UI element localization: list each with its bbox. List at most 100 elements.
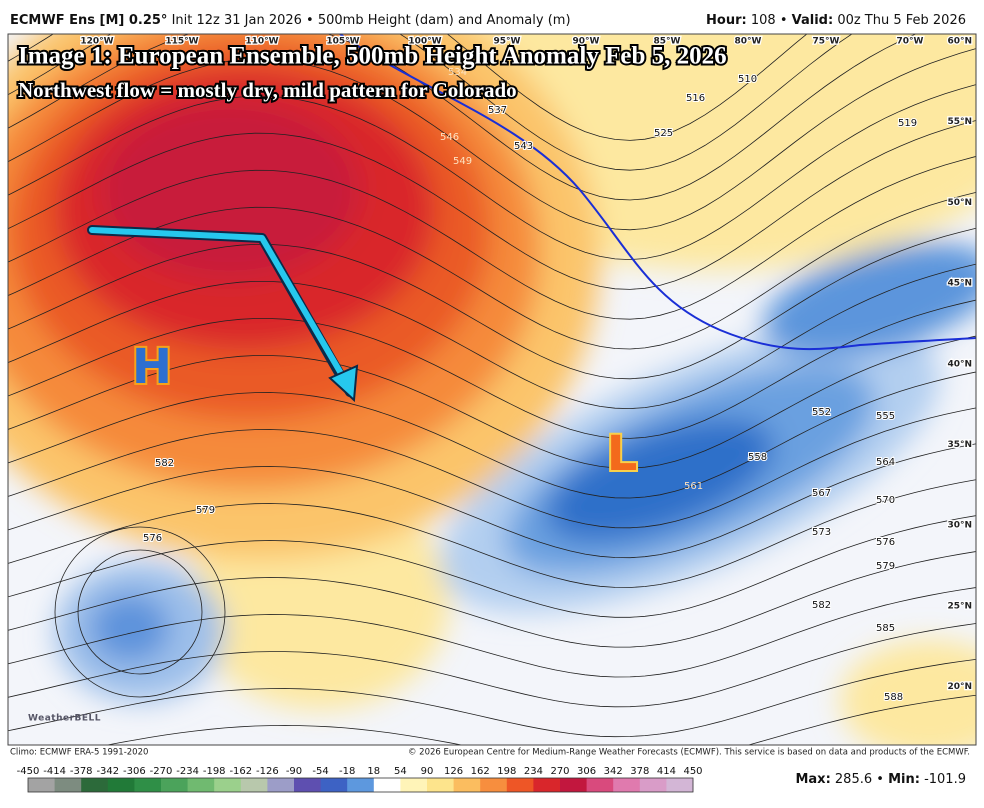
- contour-label: 525: [654, 128, 673, 139]
- colorbar-tick-label: 234: [524, 766, 543, 777]
- longitude-label: 95°W: [494, 37, 521, 47]
- height-contour: [8, 407, 976, 529]
- copyright: © 2026 European Centre for Medium-Range …: [408, 748, 970, 758]
- colorbar-swatch: [28, 778, 56, 792]
- height-contour: [8, 156, 976, 320]
- contour-label: 546: [440, 132, 459, 143]
- colorbar-tick-label: 342: [604, 766, 623, 777]
- height-contour: [8, 299, 976, 439]
- contour-label: 576: [143, 533, 162, 544]
- longitude-label: 75°W: [813, 37, 840, 47]
- height-contour: [8, 551, 976, 648]
- valid-time: 00z Thu 5 Feb 2026: [837, 13, 966, 28]
- latitude-label: 40°N: [947, 359, 972, 369]
- height-contour: [8, 227, 976, 380]
- colorbar-swatch: [187, 778, 215, 792]
- colorbar-tick-label: -162: [229, 766, 252, 777]
- hour-label: Hour:: [706, 13, 747, 28]
- colorbar-swatch: [81, 778, 109, 792]
- colorbar-swatch: [533, 778, 561, 792]
- anomaly-shading: [8, 34, 976, 745]
- contour-label: 534: [448, 67, 467, 78]
- colorbar-tick-label: 378: [630, 766, 649, 777]
- colorbar-tick-label: 198: [497, 766, 516, 777]
- longitude-label: 110°W: [245, 37, 278, 47]
- colorbar-swatch: [506, 778, 534, 792]
- colorbar-swatch: [373, 778, 401, 792]
- colorbar-swatch: [347, 778, 375, 792]
- contour-label: 582: [155, 458, 174, 469]
- contour-label: 510: [738, 74, 757, 85]
- height-contour: [8, 263, 976, 410]
- colorbar-swatch: [453, 778, 481, 792]
- colorbar-tick-label: 270: [550, 766, 569, 777]
- latitude-label: 50°N: [947, 198, 972, 208]
- min-label: Min:: [888, 772, 920, 787]
- header-valid: Hour: 108 • Valid: 00z Thu 5 Feb 2026: [706, 13, 966, 28]
- model-name: ECMWF Ens [M] 0.25°: [10, 13, 167, 28]
- colorbar-tick-label: 126: [444, 766, 463, 777]
- latitude-labels: 60°N 55°N 50°N 45°N 40°N 35°N 30°N 25°N 20°N: [946, 35, 973, 693]
- height-contour: [8, 479, 976, 588]
- height-contour: [8, 443, 976, 559]
- height-contours: [8, 34, 976, 745]
- height-contour-highlight: [339, 34, 976, 351]
- longitude-label: 105°W: [326, 37, 359, 47]
- contour-label: 579: [196, 505, 215, 516]
- contour-labels: 534 537 546 543 549 525 516 519 510 552 …: [142, 67, 918, 704]
- hour: 108: [751, 13, 776, 28]
- latitude-label: 60°N: [947, 37, 972, 47]
- colorbar-frame: [27, 777, 694, 793]
- colorbar-swatch: [294, 778, 322, 792]
- colorbar-swatch: [161, 778, 189, 792]
- colorbar-swatch: [400, 778, 428, 792]
- colorbar-swatch: [480, 778, 508, 792]
- longitude-label: 70°W: [897, 37, 924, 47]
- colorbar-swatch: [320, 778, 348, 792]
- contour-label: 552: [812, 407, 831, 418]
- low-pressure-symbol: L: [607, 426, 638, 482]
- colorbar-tick-label: -270: [150, 766, 173, 777]
- colorbar-tick-label: 450: [683, 766, 702, 777]
- flow-arrowhead: [328, 364, 359, 403]
- max-label: Max:: [795, 772, 830, 787]
- max-value: 285.6: [835, 772, 872, 787]
- colorbar-tick-label: 54: [394, 766, 407, 777]
- contour-label: 555: [876, 411, 895, 422]
- latitude-label: 35°N: [947, 440, 972, 450]
- contour-label: 570: [876, 495, 895, 506]
- climo-note: Climo: ECMWF ERA-5 1991-2020: [10, 748, 148, 758]
- contour-label: 579: [876, 561, 895, 572]
- contour-label: 576: [876, 537, 895, 548]
- height-contour: [8, 587, 976, 678]
- colorbar: -450 -414 -378 -342 -306 -270 -234 -198 -162 -126…: [17, 766, 703, 793]
- contour-label: 561: [684, 481, 703, 492]
- contour-label: 564: [876, 457, 895, 468]
- colorbar-swatch: [267, 778, 295, 792]
- colorbar-tick-label: -18: [339, 766, 355, 777]
- separator: •: [876, 772, 884, 787]
- height-contour: [8, 371, 976, 499]
- contour-label: 516: [686, 93, 705, 104]
- logo: WeatherBELL: [28, 714, 101, 724]
- longitude-label: 85°W: [654, 37, 681, 47]
- colorbar-swatch: [134, 778, 162, 792]
- height-contour: [8, 34, 808, 141]
- contour-label: 549: [453, 156, 472, 167]
- stats: Max: 285.6 • Min: -101.9: [795, 772, 966, 787]
- height-contour: [8, 623, 976, 708]
- longitude-label: 120°W: [80, 37, 113, 47]
- contour-label: 537: [488, 105, 507, 116]
- colorbar-swatch: [586, 778, 614, 792]
- longitude-label: 80°W: [735, 37, 762, 47]
- colorbar-tick-label: -414: [43, 766, 66, 777]
- colorbar-tick-label: -306: [123, 766, 146, 777]
- height-contour: [8, 120, 976, 290]
- colorbar-tick-label: -54: [312, 766, 328, 777]
- colorbar-tick-label: 90: [421, 766, 434, 777]
- colorbar-tick-label: -198: [203, 766, 226, 777]
- separator: •: [780, 13, 788, 28]
- contour-label: 519: [898, 118, 917, 129]
- colorbar-swatch: [427, 778, 455, 792]
- latitude-label: 30°N: [947, 521, 972, 531]
